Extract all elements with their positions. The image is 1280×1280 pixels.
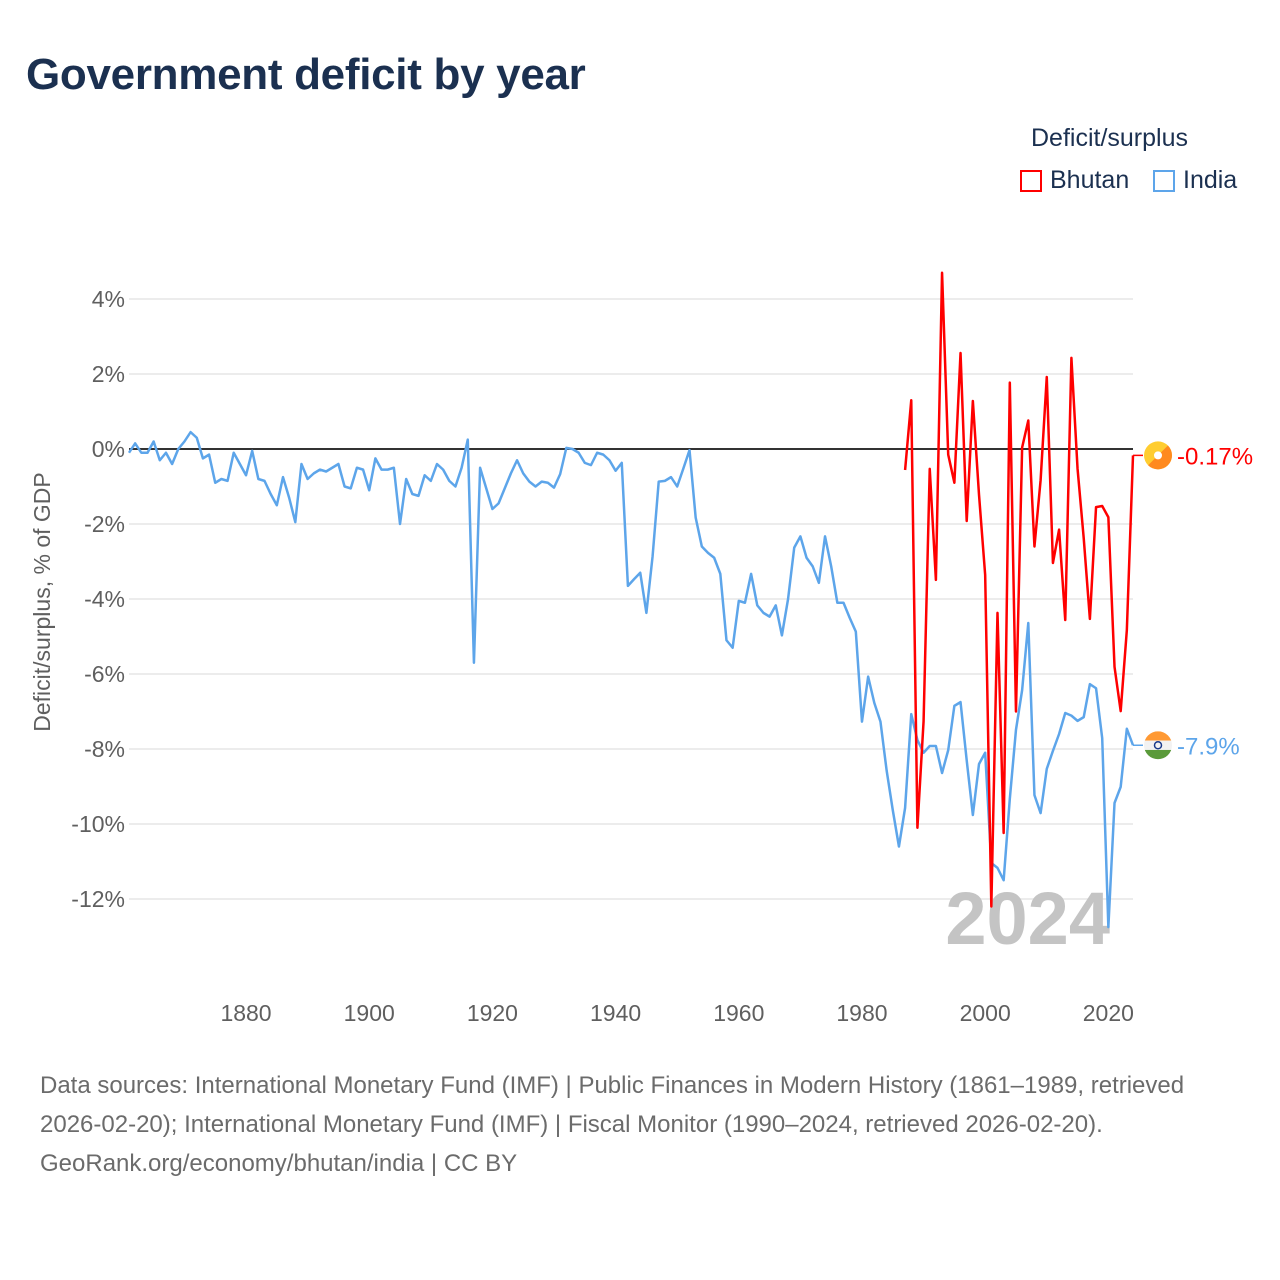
y-tick-label: -12%: [71, 886, 125, 912]
y-tick-label: -10%: [71, 811, 125, 837]
y-tick-label: -8%: [84, 736, 125, 762]
end-value-label: -0.17%: [1177, 443, 1253, 470]
legend-label-india: India: [1183, 166, 1238, 194]
legend-swatch-bhutan: [1020, 169, 1042, 192]
y-tick-label: -6%: [84, 661, 125, 687]
y-tick-label: 4%: [92, 286, 125, 312]
x-tick-label: 1920: [467, 1000, 518, 1026]
end-value-label: -7.9%: [1177, 733, 1240, 760]
y-tick-label: 0%: [92, 436, 125, 462]
series-line-india: [127, 430, 1135, 929]
y-tick-label: 2%: [92, 361, 125, 387]
x-tick-label: 1960: [713, 1000, 764, 1026]
y-tick-label: -4%: [84, 586, 125, 612]
x-tick-label: 2020: [1083, 1000, 1134, 1026]
legend-title: Deficit/surplus: [1031, 124, 1188, 152]
legend-swatch-india: [1153, 169, 1175, 192]
credit-link[interactable]: GeoRank.org/economy/bhutan/india | CC BY: [40, 1150, 518, 1177]
y-axis-label: Deficit/surplus, % of GDP: [29, 472, 55, 731]
flag-dragon: [1154, 451, 1162, 460]
legend-item-india[interactable]: India: [1153, 166, 1237, 195]
india-flag-icon: [1144, 731, 1172, 760]
series-line-bhutan: [903, 271, 1135, 908]
x-tick-label: 1980: [836, 1000, 887, 1026]
x-tick-label: 2000: [960, 1000, 1011, 1026]
x-tick-label: 1880: [220, 1000, 271, 1026]
flag-white: [1144, 740, 1172, 750]
data-sources: Data sources: International Monetary Fun…: [40, 1072, 1185, 1138]
flag-green: [1144, 749, 1172, 760]
year-watermark: 2024: [945, 877, 1110, 960]
x-tick-label: 1900: [344, 1000, 395, 1026]
bhutan-flag-icon: [1144, 441, 1172, 470]
legend-item-bhutan[interactable]: Bhutan: [1020, 166, 1129, 195]
y-tick-label: -2%: [84, 511, 125, 537]
x-tick-label: 1940: [590, 1000, 641, 1026]
chart-title: Government deficit by year: [26, 50, 586, 99]
legend-label-bhutan: Bhutan: [1050, 166, 1130, 194]
footer: Data sources: International Monetary Fun…: [40, 1066, 1240, 1183]
flag-saffron: [1144, 731, 1172, 741]
flag-chakra: [1153, 741, 1163, 750]
